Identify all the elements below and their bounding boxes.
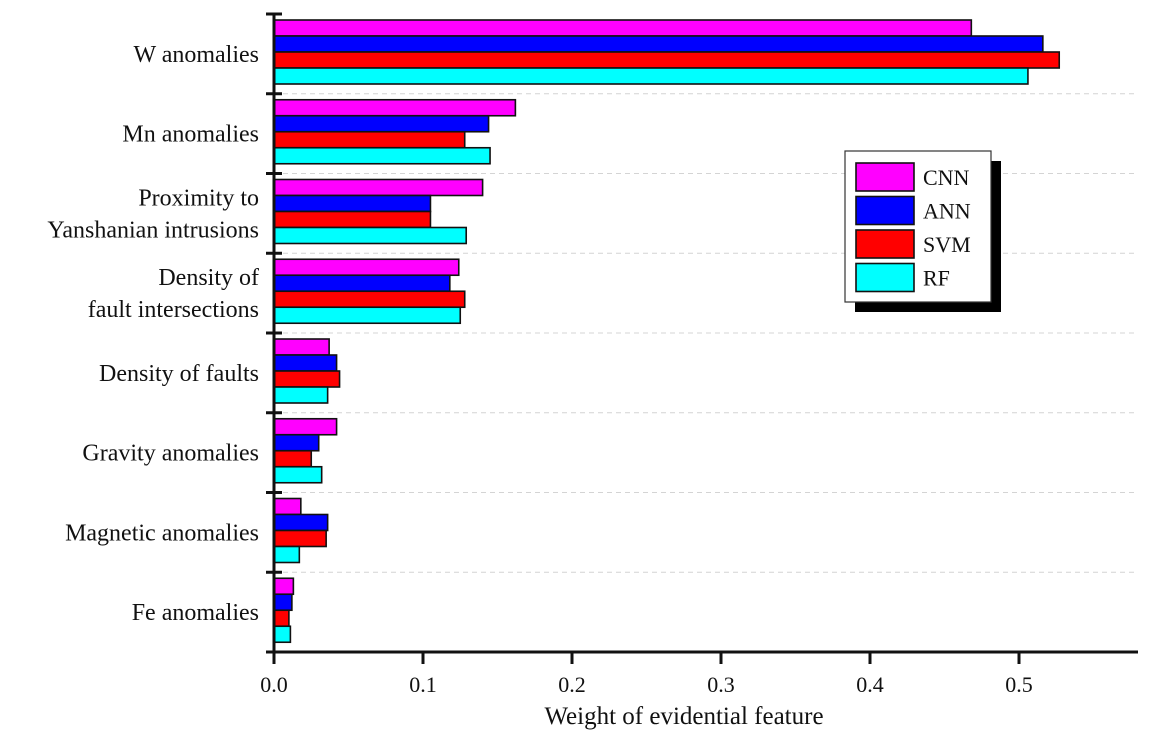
category-label: Proximity to bbox=[138, 185, 259, 211]
bar-rf bbox=[273, 306, 462, 325]
bar-rf bbox=[273, 545, 301, 564]
bar-cnn bbox=[273, 497, 302, 516]
bar-ann bbox=[273, 114, 490, 133]
x-tick-label: 0.5 bbox=[1005, 672, 1033, 697]
bar-svm bbox=[273, 210, 432, 229]
category-labels: W anomalies Mn anomalies Proximity to Yansh… bbox=[47, 42, 259, 626]
legend-swatch-cnn bbox=[855, 162, 915, 192]
x-axis-ticks: 0.0 0.1 0.2 0.3 0.4 0.5 bbox=[260, 652, 1033, 697]
bar-rf bbox=[273, 146, 491, 165]
legend-swatch-ann bbox=[855, 195, 915, 226]
bar-cnn bbox=[273, 417, 338, 436]
category-label: fault intersections bbox=[88, 297, 259, 323]
legend-label-ann: ANN bbox=[923, 199, 971, 224]
bar-ann bbox=[273, 354, 338, 372]
bar-ann bbox=[273, 35, 1044, 53]
bar-rf bbox=[273, 465, 323, 484]
bar-rf bbox=[273, 67, 1029, 85]
bar-cnn bbox=[273, 19, 973, 37]
bar-cnn bbox=[273, 178, 484, 197]
bar-cnn bbox=[273, 577, 295, 596]
x-tick-label: 0.2 bbox=[558, 672, 586, 697]
category-label: Magnetic anomalies bbox=[65, 520, 259, 546]
bar-svm bbox=[273, 370, 341, 388]
bar-cnn bbox=[273, 258, 460, 277]
legend-swatch-rf bbox=[855, 262, 915, 293]
legend-label-rf: RF bbox=[923, 266, 950, 291]
category-label: Yanshanian intrusions bbox=[47, 217, 259, 243]
bar-ann bbox=[273, 194, 432, 213]
category-label: Density of faults bbox=[99, 361, 259, 387]
bar-svm bbox=[273, 51, 1061, 69]
bar-ann bbox=[273, 274, 451, 293]
x-tick-label: 0.0 bbox=[260, 672, 288, 697]
category-label: Density of bbox=[158, 265, 259, 291]
bars bbox=[273, 19, 1061, 644]
bar-rf bbox=[273, 386, 329, 404]
legend-label-svm: SVM bbox=[923, 232, 971, 257]
category-label: Mn anomalies bbox=[122, 122, 259, 148]
category-label: Gravity anomalies bbox=[82, 441, 259, 467]
bar-svm bbox=[273, 529, 327, 548]
bar-ann bbox=[273, 513, 329, 532]
category-label: W anomalies bbox=[133, 42, 259, 68]
x-tick-label: 0.4 bbox=[856, 672, 884, 697]
category-label: Fe anomalies bbox=[132, 600, 259, 626]
bar-ann bbox=[273, 593, 293, 612]
bar-svm bbox=[273, 449, 313, 468]
bar-rf bbox=[273, 226, 468, 245]
legend-swatch-svm bbox=[855, 229, 915, 259]
bar-cnn bbox=[273, 98, 517, 117]
x-tick-label: 0.1 bbox=[409, 672, 437, 697]
bar-cnn bbox=[273, 338, 330, 356]
x-axis-title: Weight of evidential feature bbox=[544, 703, 823, 730]
legend-label-cnn: CNN bbox=[923, 165, 970, 190]
bar-ann bbox=[273, 433, 320, 452]
grid-lines bbox=[274, 93, 1138, 573]
x-tick-label: 0.3 bbox=[707, 672, 735, 697]
bar-rf bbox=[273, 625, 292, 644]
axes bbox=[266, 14, 1138, 660]
legend: CNN ANN SVM RF bbox=[844, 150, 1001, 312]
bar-svm bbox=[273, 130, 466, 149]
bar-svm bbox=[273, 609, 290, 628]
bar-svm bbox=[273, 290, 466, 309]
